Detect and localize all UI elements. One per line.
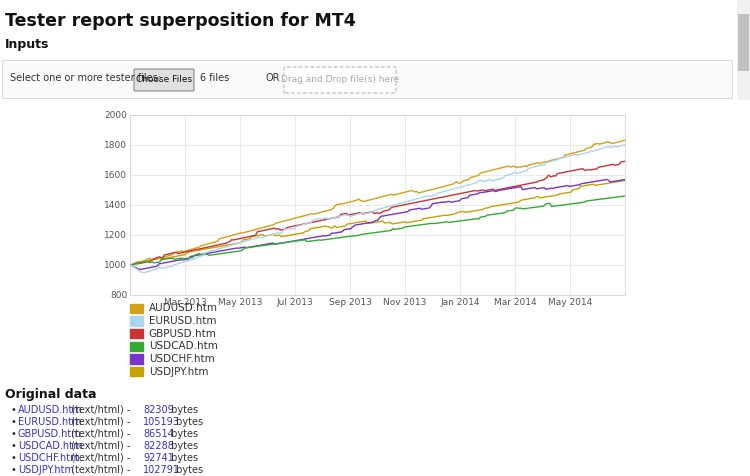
Bar — [130, 355, 143, 364]
Text: 82288: 82288 — [143, 441, 174, 451]
Text: bytes: bytes — [173, 417, 203, 427]
Text: 92741: 92741 — [143, 453, 174, 463]
Bar — [130, 329, 143, 338]
Text: •: • — [10, 441, 16, 451]
Text: •: • — [10, 405, 16, 415]
Text: •: • — [10, 465, 16, 475]
Text: bytes: bytes — [168, 429, 198, 439]
Text: 82309: 82309 — [143, 405, 174, 415]
Text: USDCHF.htm: USDCHF.htm — [148, 354, 214, 364]
Text: Choose Files: Choose Files — [136, 75, 192, 83]
Text: (text/html) -: (text/html) - — [68, 465, 134, 475]
Text: •: • — [10, 453, 16, 463]
Text: EURUSD.htm: EURUSD.htm — [18, 417, 82, 427]
Text: •: • — [10, 417, 16, 427]
Text: (text/html) -: (text/html) - — [68, 429, 134, 439]
Bar — [130, 304, 143, 313]
Text: Tester report superposition for MT4: Tester report superposition for MT4 — [5, 12, 356, 30]
Bar — [130, 367, 143, 376]
Text: Drag and Drop file(s) here: Drag and Drop file(s) here — [280, 75, 399, 83]
Text: Select one or more tester files:: Select one or more tester files: — [10, 73, 161, 83]
Text: USDCAD.htm: USDCAD.htm — [148, 341, 217, 351]
Bar — [130, 342, 143, 351]
Text: 105193: 105193 — [143, 417, 180, 427]
Text: 86514: 86514 — [143, 429, 174, 439]
Text: (text/html) -: (text/html) - — [68, 405, 134, 415]
Text: •: • — [10, 429, 16, 439]
Text: (text/html) -: (text/html) - — [68, 453, 134, 463]
Text: USDJPY.htm: USDJPY.htm — [18, 465, 74, 475]
Bar — [130, 317, 143, 326]
Text: GBPUSD.htm: GBPUSD.htm — [18, 429, 82, 439]
Text: USDJPY.htm: USDJPY.htm — [148, 367, 208, 377]
Text: Inputs: Inputs — [5, 38, 50, 51]
Text: (text/html) -: (text/html) - — [68, 441, 134, 451]
Text: bytes: bytes — [168, 453, 198, 463]
Bar — [738, 40, 748, 70]
Text: bytes: bytes — [168, 441, 198, 451]
FancyBboxPatch shape — [134, 69, 194, 91]
Text: USDCAD.htm: USDCAD.htm — [18, 441, 82, 451]
Text: GBPUSD.htm: GBPUSD.htm — [148, 328, 217, 338]
Bar — [737, 0, 750, 100]
Bar — [738, 14, 748, 71]
Text: OR: OR — [265, 73, 280, 83]
Text: bytes: bytes — [173, 465, 203, 475]
Text: EURUSD.htm: EURUSD.htm — [148, 316, 216, 326]
Text: 102791: 102791 — [143, 465, 180, 475]
Text: AUDUSD.htm: AUDUSD.htm — [148, 303, 217, 313]
Text: bytes: bytes — [168, 405, 198, 415]
FancyBboxPatch shape — [284, 67, 396, 93]
Bar — [2, 60, 732, 98]
Text: Original data: Original data — [5, 388, 97, 401]
Text: USDCHF.htm: USDCHF.htm — [18, 453, 80, 463]
Text: 6 files: 6 files — [200, 73, 230, 83]
Text: (text/html) -: (text/html) - — [68, 417, 134, 427]
Text: AUDUSD.htm: AUDUSD.htm — [18, 405, 82, 415]
